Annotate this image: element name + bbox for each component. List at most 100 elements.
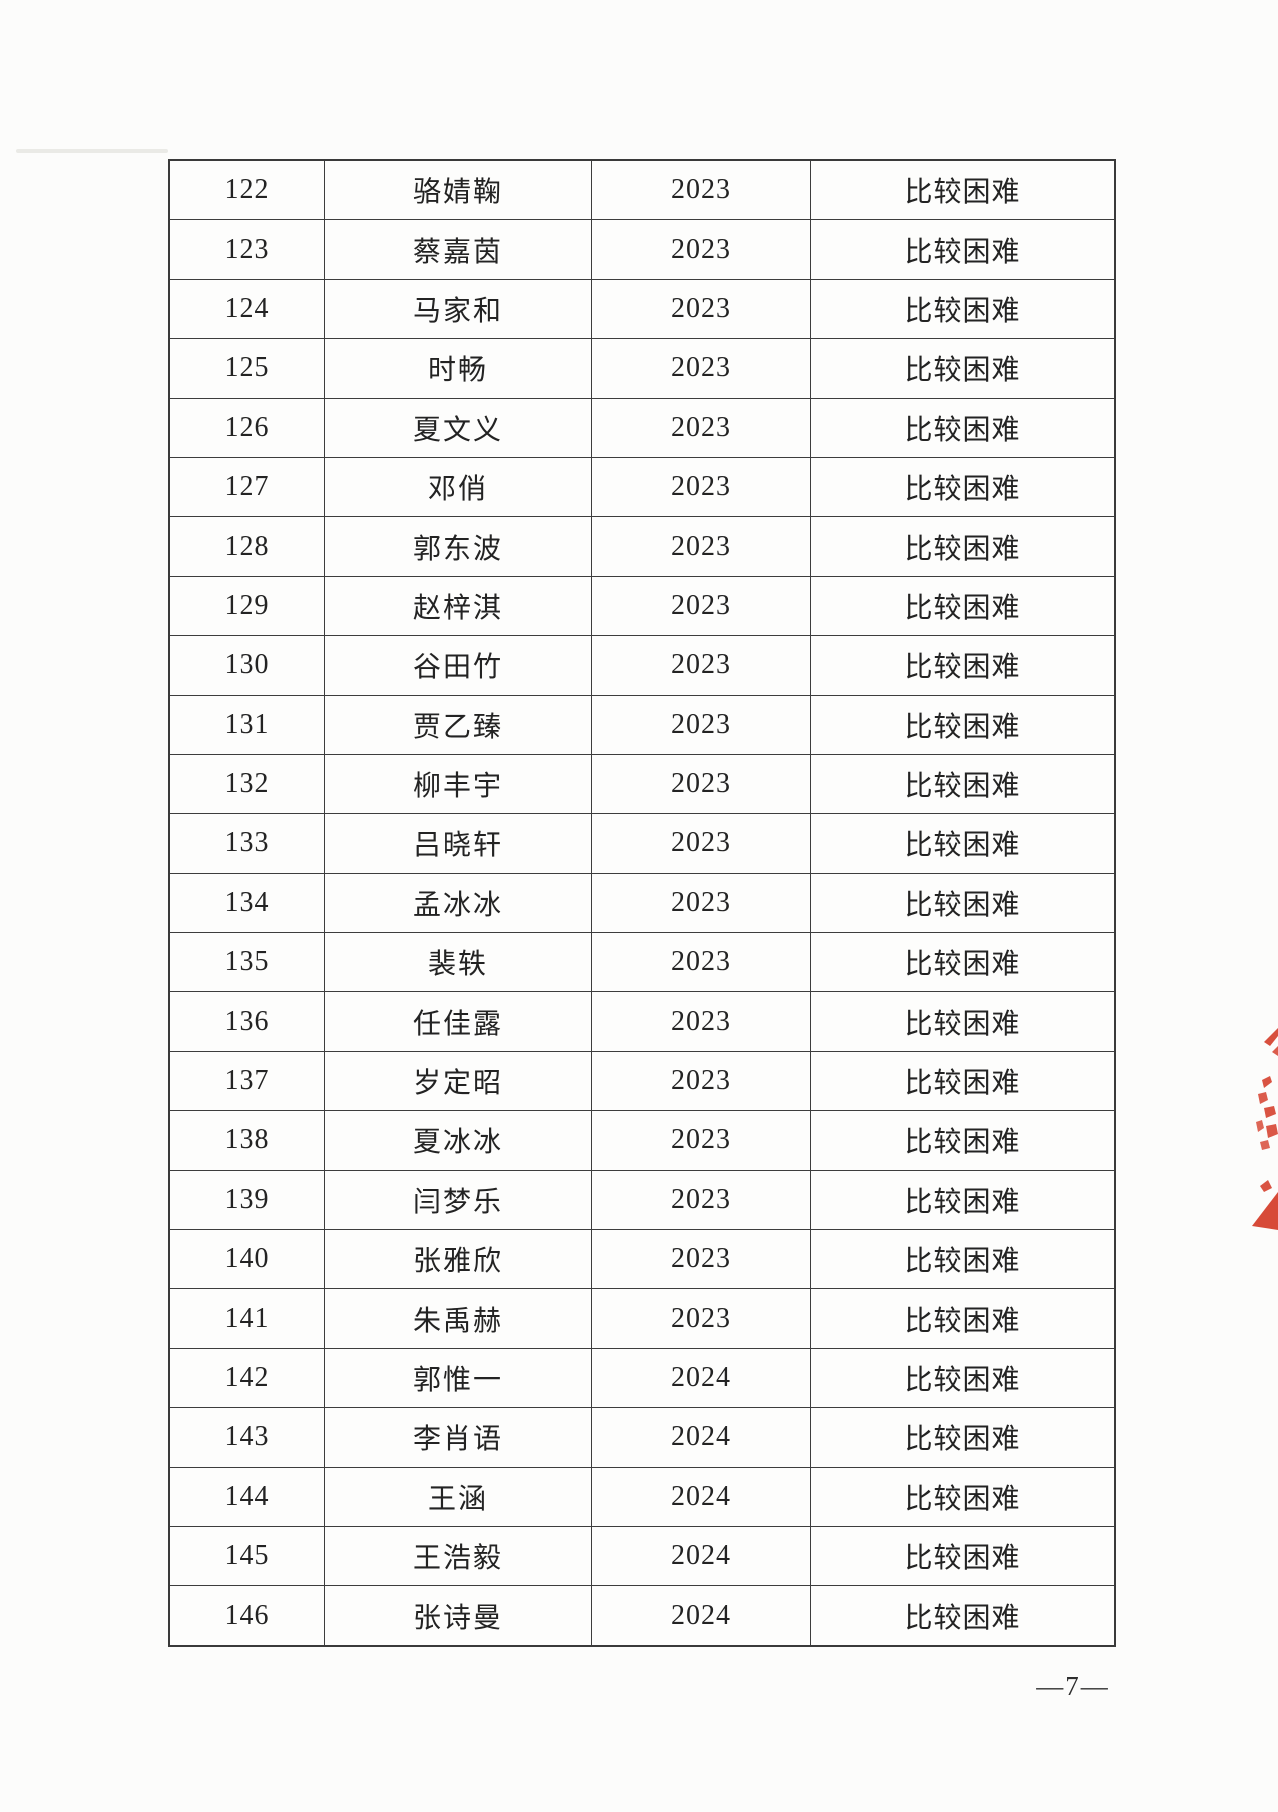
cell-difficulty-status: 比较困难: [810, 220, 1114, 279]
cell-sequence-number: 130: [224, 649, 270, 681]
red-seal-fragment-icon: [1248, 1022, 1278, 1237]
table-row: 136 任佳露 2023 比较困难: [170, 991, 1114, 1051]
table-row: 137 岁定昭 2023 比较困难: [170, 1050, 1114, 1111]
cell-difficulty-status: 比较困难: [810, 814, 1114, 873]
cell-difficulty-status: 比较困难: [810, 161, 1114, 220]
cell-sequence-number: 138: [224, 1124, 270, 1156]
cell-difficulty-status: 比较困难: [810, 1170, 1114, 1230]
cell-student-name: 时畅: [324, 339, 591, 398]
cell-year: 2023: [591, 1051, 810, 1111]
cell-student-name: 吕晓轩: [324, 814, 591, 873]
cell-sequence-number: 136: [224, 1005, 270, 1037]
cell-year: 2023: [591, 873, 810, 933]
cell-year: 2024: [591, 1586, 810, 1645]
cell-sequence-number: 126: [224, 411, 270, 443]
cell-sequence-number: 128: [224, 530, 270, 562]
cell-sequence-number: 144: [224, 1480, 270, 1512]
cell-student-name: 骆婧鞠: [324, 161, 591, 220]
cell-difficulty-status: 比较困难: [810, 1111, 1114, 1170]
cell-difficulty-status: 比较困难: [810, 517, 1114, 576]
cell-student-name: 谷田竹: [324, 636, 591, 695]
table-row: 142 郭惟一 2024 比较困难: [170, 1347, 1114, 1408]
cell-year: 2024: [591, 1526, 810, 1586]
cell-year: 2023: [591, 1289, 810, 1348]
table-row: 138 夏冰冰 2023 比较困难: [170, 1110, 1114, 1170]
table-row: 125 时畅 2023 比较困难: [170, 338, 1114, 398]
cell-sequence-number: 124: [224, 292, 270, 324]
table-row: 143 李肖语 2024 比较困难: [170, 1407, 1114, 1467]
cell-year: 2023: [591, 1170, 810, 1230]
table-row: 127 邓俏 2023 比较困难: [170, 456, 1114, 517]
cell-student-name: 闫梦乐: [324, 1170, 591, 1230]
table-row: 124 马家和 2023 比较困难: [170, 278, 1114, 339]
cell-student-name: 柳丰宇: [324, 754, 591, 814]
table-row: 130 谷田竹 2023 比较困难: [170, 635, 1114, 695]
cell-student-name: 夏文义: [324, 398, 591, 457]
cell-sequence-number: 143: [224, 1421, 270, 1453]
cell-difficulty-status: 比较困难: [810, 636, 1114, 695]
cell-difficulty-status: 比较困难: [810, 1467, 1114, 1526]
cell-year: 2023: [591, 1111, 810, 1170]
table-row: 146 张诗曼 2024 比较困难: [170, 1585, 1114, 1645]
table-row: 126 夏文义 2023 比较困难: [170, 397, 1114, 457]
table-row: 139 闫梦乐 2023 比较困难: [170, 1169, 1114, 1230]
table-row: 145 王浩毅 2024 比较困难: [170, 1525, 1114, 1586]
cell-student-name: 朱禹赫: [324, 1289, 591, 1348]
cell-sequence-number: 127: [224, 471, 270, 503]
cell-sequence-number: 142: [224, 1362, 270, 1393]
cell-sequence-number: 122: [224, 174, 270, 206]
cell-student-name: 郭东波: [324, 517, 591, 576]
page-number: —7—: [1036, 1671, 1110, 1701]
cell-difficulty-status: 比较困难: [810, 339, 1114, 398]
cell-year: 2023: [591, 992, 810, 1051]
cell-student-name: 岁定昭: [324, 1051, 591, 1111]
cell-student-name: 李肖语: [324, 1408, 591, 1467]
cell-difficulty-status: 比较困难: [810, 933, 1114, 992]
cell-sequence-number: 139: [224, 1183, 270, 1215]
cell-sequence-number: 129: [224, 589, 270, 621]
table-row: 135 裴轶 2023 比较困难: [170, 932, 1114, 992]
cell-student-name: 王浩毅: [324, 1526, 591, 1586]
cell-difficulty-status: 比较困难: [810, 576, 1114, 636]
scan-shadow-artifact: [16, 149, 168, 153]
cell-sequence-number: 125: [224, 352, 270, 384]
table-row: 122 骆婧鞠 2023 比较困难: [170, 161, 1114, 220]
table-row: 128 郭东波 2023 比较困难: [170, 516, 1114, 576]
cell-difficulty-status: 比较困难: [810, 873, 1114, 933]
cell-student-name: 夏冰冰: [324, 1111, 591, 1170]
cell-sequence-number: 133: [224, 827, 270, 859]
cell-year: 2023: [591, 398, 810, 457]
cell-year: 2023: [591, 339, 810, 398]
table-row: 140 张雅欣 2023 比较困难: [170, 1229, 1114, 1289]
cell-difficulty-status: 比较困难: [810, 1408, 1114, 1467]
table-row: 134 孟冰冰 2023 比较困难: [170, 872, 1114, 933]
cell-difficulty-status: 比较困难: [810, 1526, 1114, 1586]
cell-year: 2023: [591, 933, 810, 992]
cell-student-name: 邓俏: [324, 457, 591, 517]
cell-year: 2024: [591, 1408, 810, 1467]
cell-year: 2023: [591, 754, 810, 814]
cell-year: 2023: [591, 814, 810, 873]
table-row: 144 王涵 2024 比较困难: [170, 1466, 1114, 1526]
cell-difficulty-status: 比较困难: [810, 1289, 1114, 1348]
cell-difficulty-status: 比较困难: [810, 1051, 1114, 1111]
cell-student-name: 贾乙臻: [324, 695, 591, 754]
cell-year: 2023: [591, 636, 810, 695]
cell-student-name: 王涵: [324, 1467, 591, 1526]
cell-year: 2023: [591, 457, 810, 517]
cell-difficulty-status: 比较困难: [810, 754, 1114, 814]
cell-sequence-number: 146: [224, 1599, 270, 1631]
table-row: 123 蔡嘉茵 2023 比较困难: [170, 219, 1114, 279]
cell-year: 2023: [591, 576, 810, 636]
cell-year: 2024: [591, 1348, 810, 1408]
cell-sequence-number: 132: [224, 768, 270, 800]
cell-student-name: 裴轶: [324, 933, 591, 992]
table-row: 132 柳丰宇 2023 比较困难: [170, 753, 1114, 814]
cell-difficulty-status: 比较困难: [810, 279, 1114, 339]
cell-year: 2023: [591, 695, 810, 754]
table-row: 131 贾乙臻 2023 比较困难: [170, 694, 1114, 754]
cell-student-name: 孟冰冰: [324, 873, 591, 933]
table-body: 122 骆婧鞠 2023 比较困难 123 蔡嘉茵 2023 比较困难 124 …: [170, 161, 1114, 1645]
cell-difficulty-status: 比较困难: [810, 1230, 1114, 1289]
